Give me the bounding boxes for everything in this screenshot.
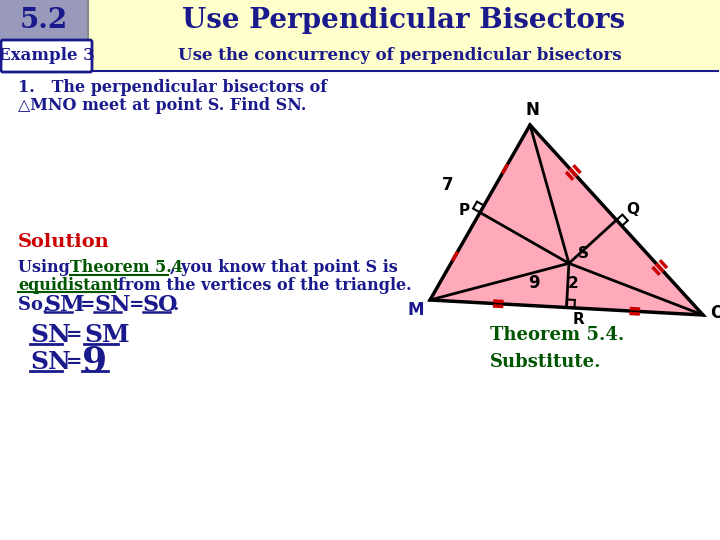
FancyBboxPatch shape xyxy=(0,40,720,72)
Text: SM: SM xyxy=(84,323,130,347)
Text: =: = xyxy=(66,353,83,371)
Text: 5.2: 5.2 xyxy=(20,6,68,33)
Text: Example 3: Example 3 xyxy=(0,48,94,64)
Text: 9: 9 xyxy=(82,345,107,379)
Text: SO: SO xyxy=(143,294,179,316)
Text: Theorem 5.4.: Theorem 5.4. xyxy=(490,326,624,344)
Text: SN: SN xyxy=(30,323,71,347)
Text: So,: So, xyxy=(18,296,55,314)
Text: △MNO meet at point S. Find SN.: △MNO meet at point S. Find SN. xyxy=(18,98,307,114)
Text: 7: 7 xyxy=(442,176,454,193)
Text: SM: SM xyxy=(45,294,86,316)
Text: =: = xyxy=(74,296,102,314)
Text: equidistant: equidistant xyxy=(18,276,120,294)
Text: , you know that point S is: , you know that point S is xyxy=(170,260,397,276)
Text: SN: SN xyxy=(30,350,71,374)
FancyBboxPatch shape xyxy=(0,0,720,40)
Text: Q: Q xyxy=(626,202,639,218)
Text: Using: Using xyxy=(18,260,81,276)
FancyBboxPatch shape xyxy=(0,0,88,40)
FancyBboxPatch shape xyxy=(1,40,92,72)
Text: Theorem 5.4: Theorem 5.4 xyxy=(70,260,183,276)
Polygon shape xyxy=(430,125,703,315)
Text: 2: 2 xyxy=(567,276,578,291)
Text: P: P xyxy=(459,203,469,218)
Text: N: N xyxy=(525,101,539,119)
Text: R: R xyxy=(572,312,585,327)
Text: Use the concurrency of perpendicular bisectors: Use the concurrency of perpendicular bis… xyxy=(178,48,622,64)
Text: .: . xyxy=(172,296,179,314)
Text: 9: 9 xyxy=(528,274,540,292)
Text: Substitute.: Substitute. xyxy=(490,353,601,371)
Text: from the vertices of the triangle.: from the vertices of the triangle. xyxy=(118,276,412,294)
Text: Use Perpendicular Bisectors: Use Perpendicular Bisectors xyxy=(182,6,626,33)
Text: S: S xyxy=(577,246,588,261)
Text: M: M xyxy=(408,301,424,319)
Text: SN: SN xyxy=(94,294,130,316)
Text: =: = xyxy=(123,296,150,314)
Text: Solution: Solution xyxy=(18,233,109,251)
Text: =: = xyxy=(66,326,83,344)
Text: O: O xyxy=(710,304,720,322)
Text: 1.   The perpendicular bisectors of: 1. The perpendicular bisectors of xyxy=(18,79,327,97)
